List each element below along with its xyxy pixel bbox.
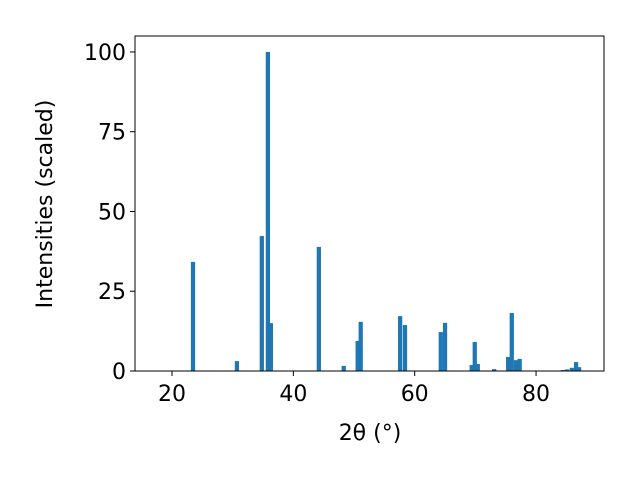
- x-tick-label: 40: [279, 382, 307, 407]
- bar: [517, 358, 522, 371]
- x-axis-label: 2θ (°): [339, 421, 402, 446]
- bar: [472, 341, 477, 371]
- y-tick-label: 50: [98, 200, 126, 225]
- bar: [190, 261, 196, 371]
- bar: [569, 367, 574, 371]
- bar: [509, 312, 514, 371]
- bar: [442, 322, 448, 371]
- bar: [398, 316, 403, 371]
- bar: [577, 367, 582, 371]
- bar: [564, 369, 570, 371]
- x-tick-label: 80: [522, 382, 550, 407]
- x-tick-label: 20: [158, 382, 186, 407]
- bar: [341, 365, 346, 371]
- bar: [259, 236, 264, 371]
- bar: [265, 51, 270, 371]
- bar: [316, 246, 321, 371]
- bar: [506, 356, 511, 371]
- y-tick-label: 0: [112, 360, 126, 385]
- y-tick-label: 75: [98, 121, 126, 146]
- bar: [234, 361, 240, 371]
- plot-frame: [134, 35, 605, 372]
- bar: [475, 363, 480, 371]
- y-tick-label: 100: [84, 41, 126, 66]
- bar: [402, 325, 408, 371]
- bar: [513, 360, 519, 371]
- y-tick-label: 25: [98, 280, 126, 305]
- x-tick-label: 60: [401, 382, 429, 407]
- bar: [358, 321, 363, 371]
- bar: [438, 332, 443, 371]
- bar: [573, 362, 579, 371]
- y-axis-label: Intensities (scaled): [33, 100, 58, 309]
- bar: [355, 341, 360, 371]
- bar: [268, 323, 274, 371]
- bar: [492, 369, 497, 371]
- bar: [469, 364, 474, 371]
